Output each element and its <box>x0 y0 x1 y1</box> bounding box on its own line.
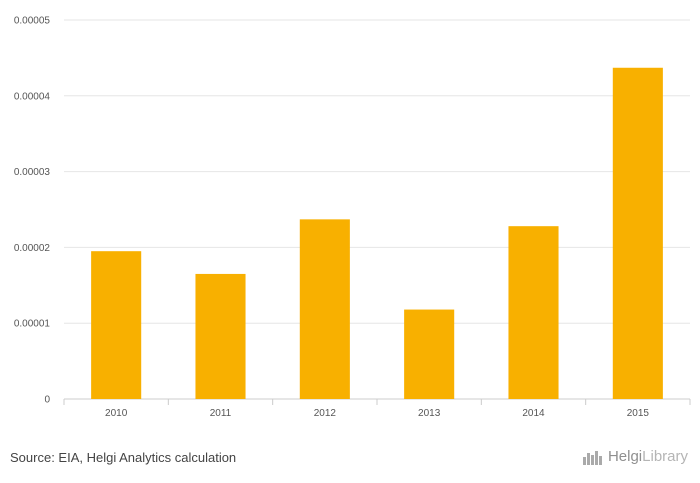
brand-name-part1: Helgi <box>607 448 643 465</box>
y-tick-label: 0.00002 <box>14 243 51 254</box>
x-tick-label: 2014 <box>522 408 545 419</box>
brand-name-part2: Library <box>642 448 688 465</box>
source-note: Source: EIA, Helgi Analytics calculation <box>10 450 237 465</box>
bar-2015 <box>612 67 663 399</box>
buildings-icon <box>582 450 602 465</box>
bar-2010 <box>91 251 142 399</box>
bar-chart: 0 0.00001 0.00002 0.00003 0.00004 0.00005 2010… <box>14 16 691 419</box>
y-tick-label: 0.00005 <box>14 16 51 27</box>
bar-2011 <box>195 273 246 399</box>
bar-2014 <box>508 226 559 399</box>
x-tick-label: 2011 <box>210 408 232 419</box>
y-tick-label: 0 <box>44 395 50 406</box>
helgi-library-logo: Helgi Library <box>582 448 688 465</box>
x-tick-label: 2013 <box>418 408 441 419</box>
bar-2013 <box>404 309 455 399</box>
y-tick-label: 0.00001 <box>14 319 51 330</box>
y-tick-label: 0.00003 <box>14 167 51 178</box>
y-tick-label: 0.00004 <box>14 91 51 102</box>
x-tick-label: 2012 <box>314 408 337 419</box>
bar-2012 <box>299 219 350 399</box>
x-tick-label: 2010 <box>105 408 128 419</box>
x-tick-label: 2015 <box>627 408 650 419</box>
